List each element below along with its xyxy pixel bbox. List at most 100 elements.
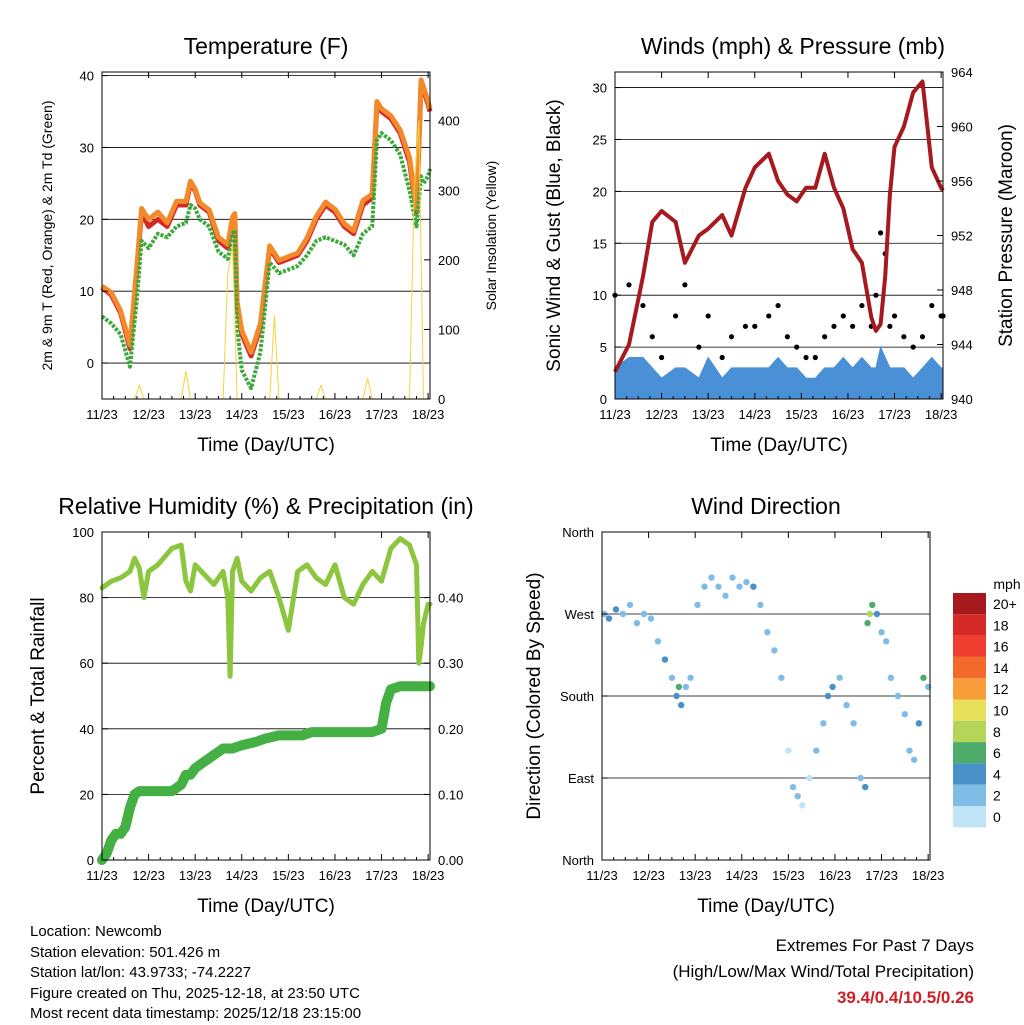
chart-title: Winds (mph) & Pressure (mb): [641, 33, 945, 59]
colorbar-swatch: [953, 742, 986, 764]
x-tick-label: 12/23: [645, 407, 678, 422]
colorbar-label: 8: [993, 724, 1001, 740]
y2-tick-label: 200: [438, 253, 460, 268]
direction-point: [626, 601, 634, 609]
direction-point: [729, 574, 736, 581]
series-relative-humidity: [99, 536, 433, 679]
direction-point: [678, 701, 685, 709]
gust-point: [752, 323, 758, 329]
y2-tick-label: 944: [951, 338, 973, 353]
gust-point: [850, 323, 856, 329]
direction-point: [883, 638, 890, 645]
direction-point: [920, 674, 927, 681]
direction-point: [675, 683, 683, 691]
gust-point: [929, 302, 935, 309]
x-tick-label: 16/23: [319, 407, 352, 422]
y-tick-label: North: [562, 525, 594, 540]
direction-point: [778, 674, 785, 681]
y-axis-label: Direction (Colored By Speed): [524, 572, 545, 819]
x-tick-label: 16/23: [819, 868, 852, 883]
x-tick-label: 13/23: [179, 407, 212, 422]
direction-point: [708, 574, 715, 581]
y-tick-label: 30: [80, 140, 94, 155]
direction-point: [910, 756, 918, 763]
direction-point: [862, 783, 869, 791]
x-tick-label: 18/23: [912, 868, 945, 883]
direction-point: [661, 656, 669, 663]
x-tick-label: 12/23: [632, 868, 665, 883]
gust-point: [728, 334, 735, 340]
direction-point: [654, 638, 662, 645]
direction-point: [668, 674, 676, 681]
gust-point: [719, 354, 725, 361]
direction-point: [764, 629, 771, 636]
y2-tick-label: 940: [951, 392, 973, 407]
colorbar-swatch: [953, 763, 986, 785]
x-axis-label: Time (Day/UTC): [197, 435, 335, 456]
y2-tick-label: 964: [951, 65, 973, 80]
y-tick-label: 10: [80, 284, 94, 299]
series-2m-td: [100, 131, 432, 391]
colorbar-swatch: [953, 593, 986, 615]
y-tick-label: 25: [593, 132, 607, 147]
x-tick-label: 17/23: [365, 407, 398, 422]
x-tick-label: 16/23: [319, 868, 352, 883]
y2-tick-label: 0.10: [438, 787, 463, 802]
gust-point: [910, 344, 916, 350]
y-tick-label: 15: [593, 236, 607, 251]
direction-point: [647, 615, 655, 622]
x-tick-label: 15/23: [772, 868, 805, 883]
colorbar-label: 14: [993, 660, 1009, 676]
colorbar-swatch: [953, 699, 986, 721]
x-tick-label: 13/23: [692, 407, 725, 422]
direction-point: [829, 683, 836, 691]
direction-point: [824, 692, 832, 700]
direction-point: [906, 747, 913, 754]
x-tick-label: 14/23: [725, 868, 758, 883]
direction-point: [619, 610, 627, 618]
y2-tick-label: 952: [951, 229, 973, 244]
direction-point: [887, 674, 895, 681]
gust-point: [919, 334, 926, 340]
y2-tick-label: 948: [951, 283, 973, 298]
y-tick-label: 0: [600, 392, 607, 407]
gust-point: [873, 292, 879, 298]
x-axis-label: Time (Day/UTC): [697, 896, 835, 917]
gust-point: [887, 323, 893, 329]
series-sonic-wind: [614, 345, 944, 400]
y2-tick-label: 0: [438, 392, 445, 407]
colorbar-swatch: [953, 806, 986, 828]
gust-point: [901, 334, 907, 340]
colorbar-label: 0: [993, 809, 1001, 825]
colorbar-swatch: [953, 720, 986, 743]
direction-point: [806, 774, 813, 782]
gust-point: [877, 230, 884, 236]
station-latlon: Station lat/lon: 43.9733; -74.2227: [30, 964, 252, 982]
direction-point: [878, 629, 885, 636]
direction-point: [799, 802, 806, 809]
chart-title: Wind Direction: [691, 493, 841, 519]
y2-tick-label: 0.30: [438, 656, 463, 671]
gust-point: [794, 344, 800, 350]
y-tick-label: East: [568, 771, 594, 786]
direction-point: [743, 578, 750, 586]
x-axis-label: Time (Day/UTC): [197, 896, 335, 917]
gust-point: [649, 334, 655, 340]
gust-point: [840, 313, 846, 319]
extremes-title: Extremes For Past 7 Days: [775, 936, 974, 955]
gust-point: [742, 323, 749, 329]
y-tick-label: 40: [80, 722, 94, 737]
direction-point: [633, 619, 641, 627]
gust-point: [859, 302, 865, 309]
colorbar-label: 4: [993, 766, 1001, 782]
direction-point: [673, 692, 680, 700]
gust-point: [626, 282, 632, 288]
direction-point: [869, 601, 876, 609]
station-info: Location: Newcomb Station elevation: 501…: [30, 922, 361, 1025]
gust-point: [672, 313, 679, 319]
y-tick-label: 0: [87, 853, 94, 868]
series-9m-t: [100, 77, 433, 355]
direction-point: [794, 793, 801, 800]
y2-axis-label: Solar Insolation (Yellow): [483, 161, 499, 311]
